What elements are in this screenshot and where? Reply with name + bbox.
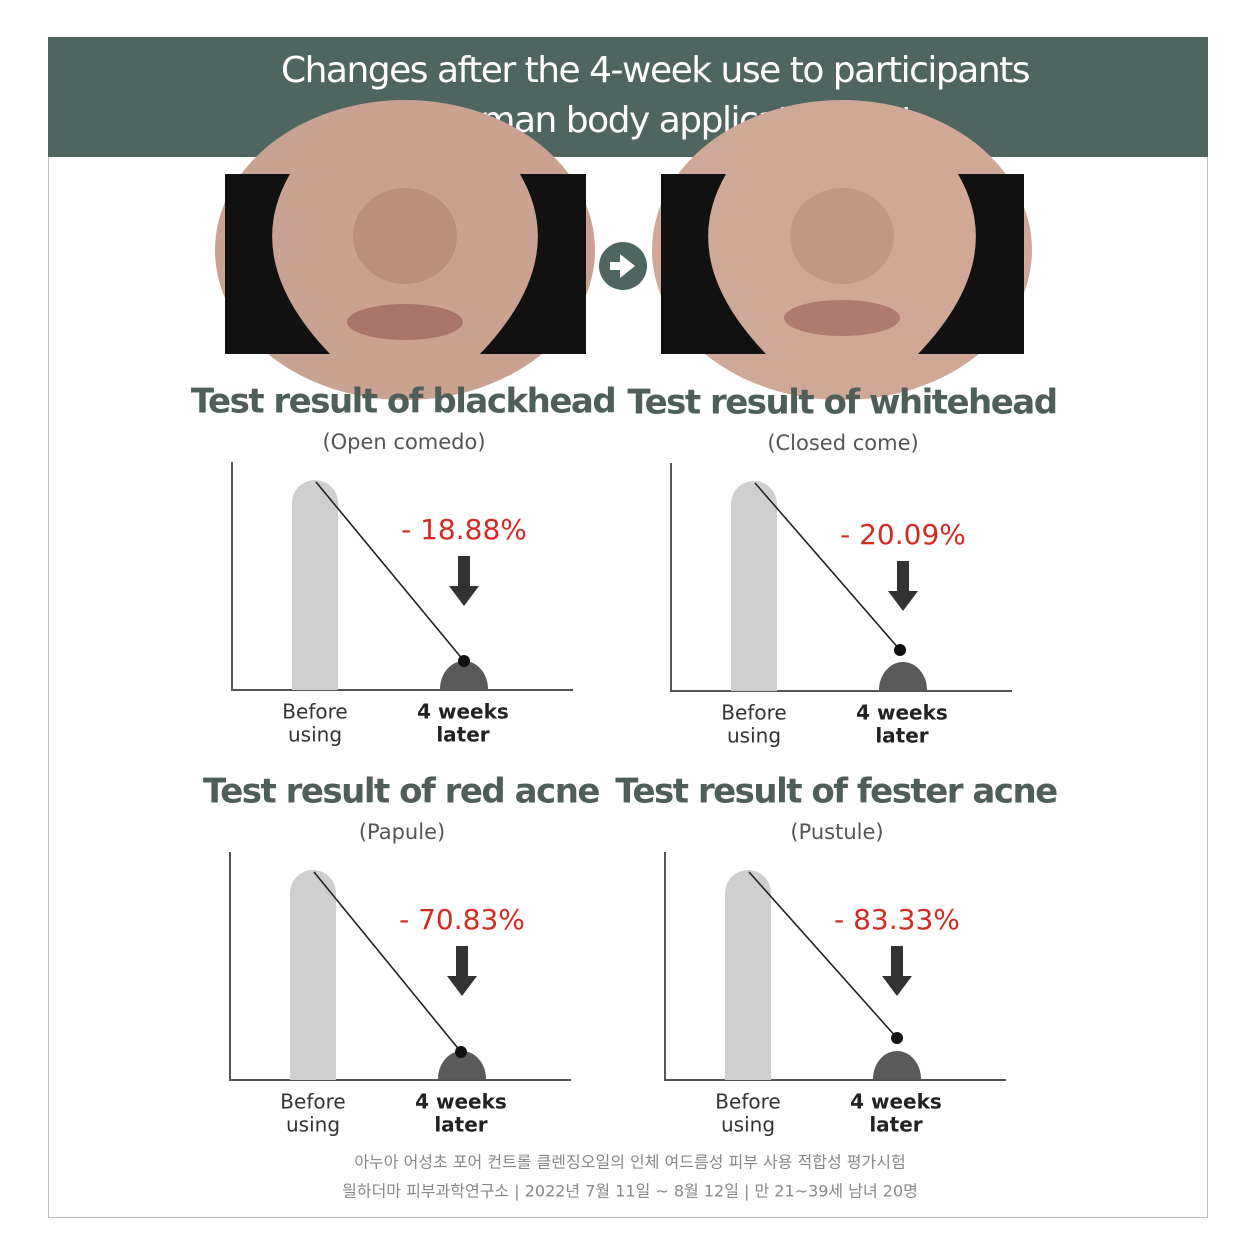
panel-title: Test result of whitehead <box>627 383 1056 423</box>
x-label: using <box>288 723 342 747</box>
x-label: 4 weeks <box>856 701 948 725</box>
bar-before <box>731 481 777 691</box>
x-label: later <box>875 724 928 748</box>
bar-before <box>290 870 336 1080</box>
bar-after <box>438 1051 486 1079</box>
photo-before <box>215 100 595 400</box>
arrow-icon <box>599 242 647 290</box>
x-label: 4 weeks <box>850 1090 942 1114</box>
photo-after <box>652 100 1032 400</box>
change-label: - 18.88% <box>401 513 527 546</box>
footer-text: 읠하더마 피부과학연구소 | 2022년 7월 11일 ~ 8월 12일 | 만… <box>342 1182 918 1201</box>
axis <box>670 463 1012 692</box>
x-label: using <box>721 1113 775 1137</box>
x-label: Before <box>715 1090 780 1114</box>
trend-dot <box>894 644 906 656</box>
trend-line <box>754 482 901 651</box>
trend-dot <box>891 1032 903 1044</box>
x-label: later <box>436 723 489 747</box>
panel-subtitle: (Open comedo) <box>322 430 485 454</box>
bar-before <box>292 480 338 690</box>
x-label: later <box>869 1113 922 1137</box>
trend-line <box>313 871 462 1053</box>
header-title: Changes after the 4-week use to particip… <box>281 50 1029 91</box>
panel-title: Test result of fester acne <box>615 772 1057 812</box>
trend-dot <box>455 1046 467 1058</box>
x-label: Before <box>280 1090 345 1114</box>
axis <box>229 852 571 1081</box>
x-label: 4 weeks <box>417 700 509 724</box>
trend-line <box>748 871 898 1039</box>
change-label: - 70.83% <box>399 903 525 936</box>
down-arrow <box>449 556 479 606</box>
x-label: 4 weeks <box>415 1090 507 1114</box>
trend-dot <box>458 655 470 667</box>
x-label: later <box>434 1113 487 1137</box>
change-label: - 83.33% <box>834 903 960 936</box>
panel-subtitle: (Papule) <box>359 820 445 844</box>
change-label: - 20.09% <box>840 518 966 551</box>
down-arrow <box>447 946 477 996</box>
panel-subtitle: (Closed come) <box>767 431 918 455</box>
panel-title: Test result of red acne <box>203 772 599 812</box>
x-label: using <box>286 1113 340 1137</box>
header-band <box>48 37 1208 157</box>
axis <box>664 852 1006 1081</box>
x-label: using <box>727 724 781 748</box>
x-label: Before <box>282 700 347 724</box>
footer-text: 아누아 어성초 포어 컨트롤 클렌징오일의 인체 여드름성 피부 사용 적합성 … <box>354 1153 905 1172</box>
panel-subtitle: (Pustule) <box>790 820 883 844</box>
axis <box>231 462 573 691</box>
bar-after <box>873 1051 921 1079</box>
bar-before <box>725 870 771 1080</box>
x-label: Before <box>721 701 786 725</box>
trend-line <box>315 481 465 662</box>
down-arrow <box>882 946 912 996</box>
panel-title: Test result of blackhead <box>191 382 615 422</box>
down-arrow <box>888 561 918 611</box>
bar-after <box>440 661 488 689</box>
bar-after <box>879 662 927 690</box>
